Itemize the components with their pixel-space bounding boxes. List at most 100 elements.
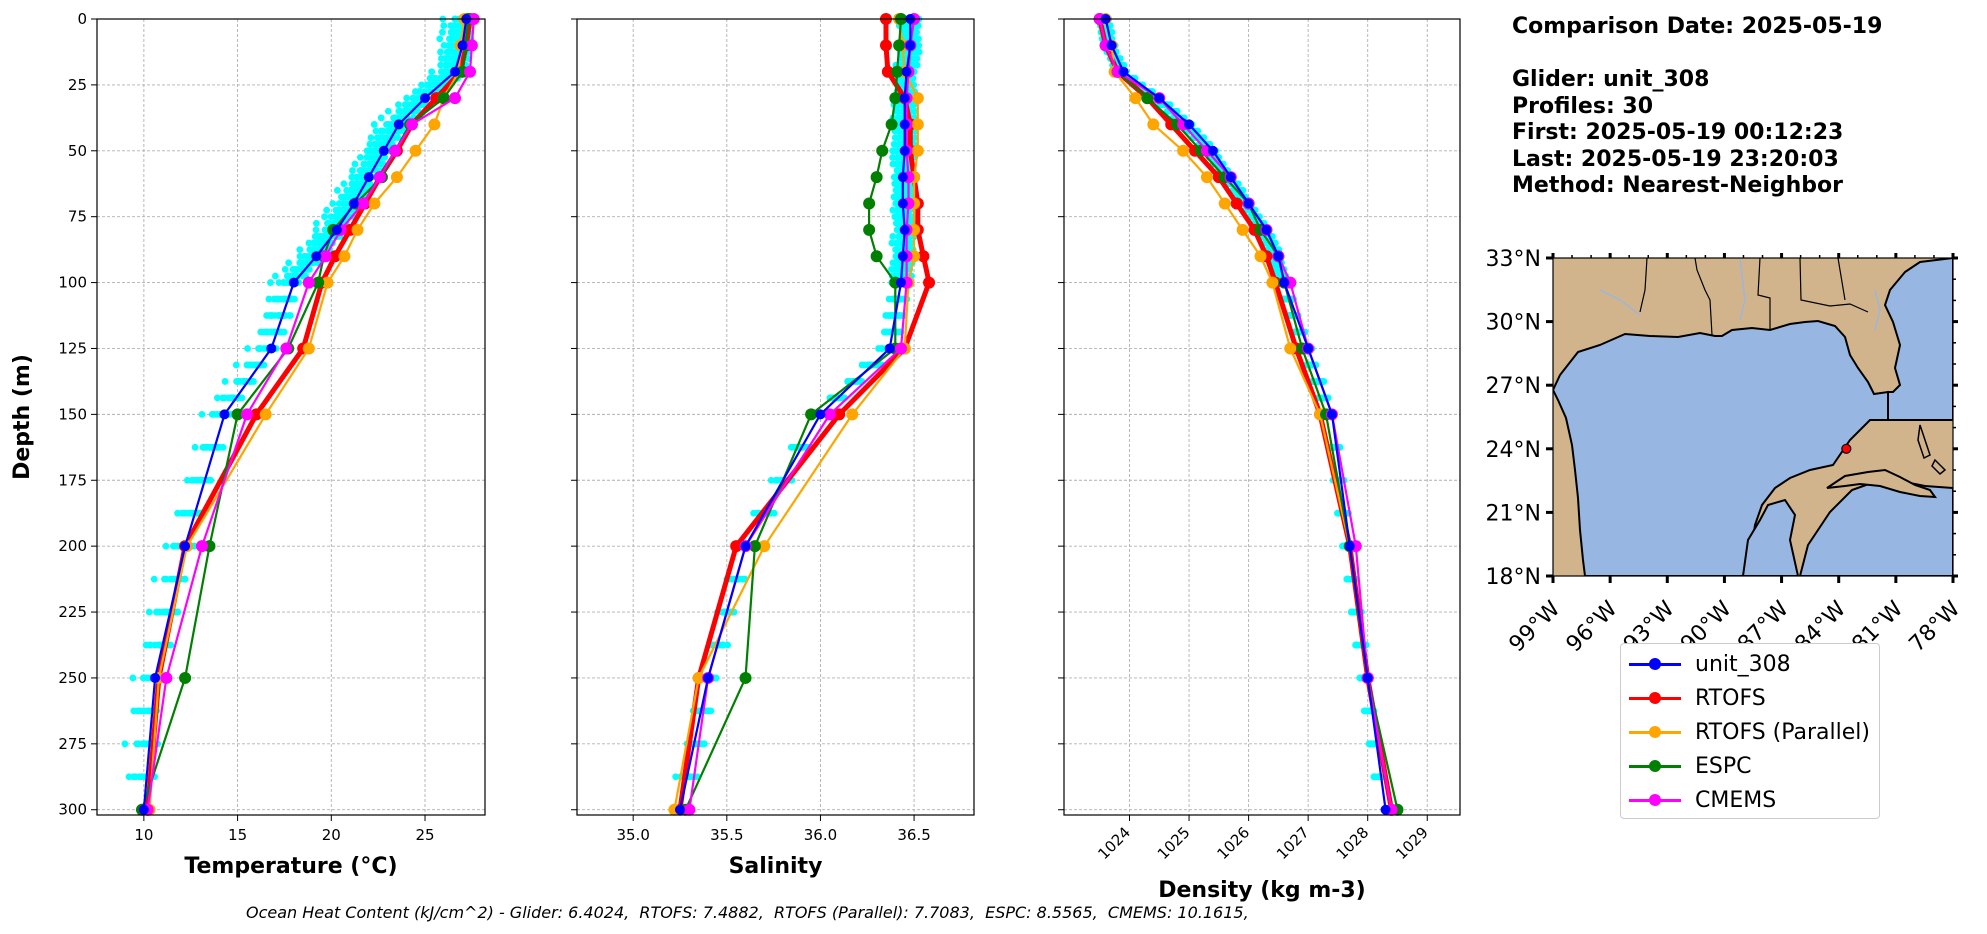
raw-profile-point	[450, 28, 457, 36]
raw-profile-point	[428, 68, 436, 76]
legend-label: ESPC	[1695, 753, 1752, 779]
series-point	[893, 39, 906, 52]
raw-profile-point	[155, 641, 163, 649]
series-point	[1177, 144, 1190, 157]
comparison-info: Comparison Date: 2025-05-19 Glider: unit…	[1512, 14, 1882, 200]
series-point	[1236, 223, 1249, 236]
raw-profile-point	[197, 476, 205, 484]
x-tick-label: 1029	[1392, 823, 1432, 863]
series-point	[1279, 277, 1290, 288]
raw-profile-point	[280, 328, 288, 336]
series-point	[179, 671, 192, 684]
series-point	[1129, 92, 1142, 105]
series-point	[457, 40, 468, 51]
series-point	[266, 343, 277, 354]
raw-profile-point	[439, 28, 446, 36]
raw-profile-point	[322, 226, 330, 234]
y-tick-label: 50	[68, 142, 87, 160]
legend-swatch	[1629, 722, 1681, 742]
series-point	[321, 276, 334, 289]
raw-profile-point	[355, 173, 363, 181]
map-lon-label: 96°W	[1562, 596, 1623, 657]
series-point	[1261, 224, 1272, 235]
series-point	[897, 198, 908, 209]
x-tick-label: 36.0	[804, 826, 837, 844]
series-point	[881, 65, 894, 78]
series-line	[678, 19, 912, 810]
raw-profile-point	[143, 740, 150, 748]
raw-profile-point	[286, 272, 293, 280]
plot-frame	[96, 18, 486, 816]
raw-profile-point	[440, 41, 448, 49]
series-point	[348, 198, 359, 209]
raw-profile-point	[767, 476, 775, 484]
series-point	[863, 197, 876, 210]
x-axis-label: Density (kg m-3)	[1158, 878, 1366, 903]
raw-profile-point	[347, 186, 355, 194]
x-tick-label: 20	[322, 826, 341, 844]
raw-profile-point	[448, 41, 456, 49]
raw-profile-point	[307, 246, 315, 254]
series-point	[846, 408, 859, 421]
legend-label: RTOFS (Parallel)	[1695, 719, 1870, 745]
raw-profile-point	[425, 81, 433, 89]
series-point	[312, 276, 325, 289]
legend-item-cmems: CMEMS	[1629, 785, 1776, 815]
raw-profile-point	[265, 295, 273, 303]
raw-profile-point	[889, 153, 896, 161]
series-point	[1243, 198, 1254, 209]
raw-profile-point	[271, 272, 279, 280]
x-axis-label: Temperature (°C)	[184, 854, 397, 879]
series-point	[1141, 92, 1154, 105]
raw-profile-point	[724, 641, 731, 649]
raw-profile-point	[892, 180, 900, 188]
series-point	[437, 92, 450, 105]
raw-profile-point	[338, 193, 345, 201]
series-point	[884, 343, 895, 354]
raw-profile-point	[317, 233, 325, 240]
raw-profile-point	[403, 94, 411, 102]
map-atlantic	[1883, 258, 1953, 421]
map-frame	[1552, 257, 1954, 577]
map-lat-label: 33°N	[1486, 247, 1541, 272]
raw-profile-point	[150, 575, 158, 583]
series-point	[374, 171, 387, 184]
raw-profile-point	[240, 378, 247, 385]
series-unit-308	[674, 14, 916, 815]
series-point	[1184, 119, 1195, 130]
series-point	[449, 92, 462, 105]
series-point	[805, 408, 818, 421]
series-point	[1118, 66, 1129, 77]
raw-profile-point	[296, 259, 304, 267]
raw-profiles	[1094, 15, 1387, 781]
series-point	[389, 144, 402, 157]
y-tick-label: 200	[58, 537, 87, 555]
raw-profile-point	[895, 140, 903, 148]
series-point	[231, 408, 244, 421]
raw-profile-point	[890, 140, 898, 148]
raw-profile-point	[893, 167, 901, 174]
series-point	[329, 250, 342, 263]
raw-profile-point	[718, 641, 725, 649]
raw-profile-point	[372, 153, 379, 161]
raw-profile-point	[787, 443, 795, 451]
series-point	[450, 66, 461, 77]
raw-profile-point	[349, 167, 356, 174]
legend-item-rtofs-parallel: RTOFS (Parallel)	[1629, 717, 1870, 747]
y-tick-label: 125	[58, 339, 87, 357]
raw-profile-point	[301, 252, 309, 260]
x-tick-label: 1024	[1094, 823, 1134, 863]
series-point	[823, 408, 836, 421]
series-point	[923, 276, 936, 289]
raw-profiles	[672, 15, 923, 781]
raw-profile-point	[436, 35, 444, 43]
series-point	[464, 65, 477, 78]
series-point	[885, 118, 898, 131]
raw-profile-point	[893, 219, 900, 227]
series-point	[219, 409, 230, 420]
raw-profile-point	[348, 173, 356, 181]
series-point	[180, 541, 191, 552]
series-point	[1326, 409, 1337, 420]
series-point	[160, 671, 173, 684]
raw-profile-point	[234, 378, 242, 385]
